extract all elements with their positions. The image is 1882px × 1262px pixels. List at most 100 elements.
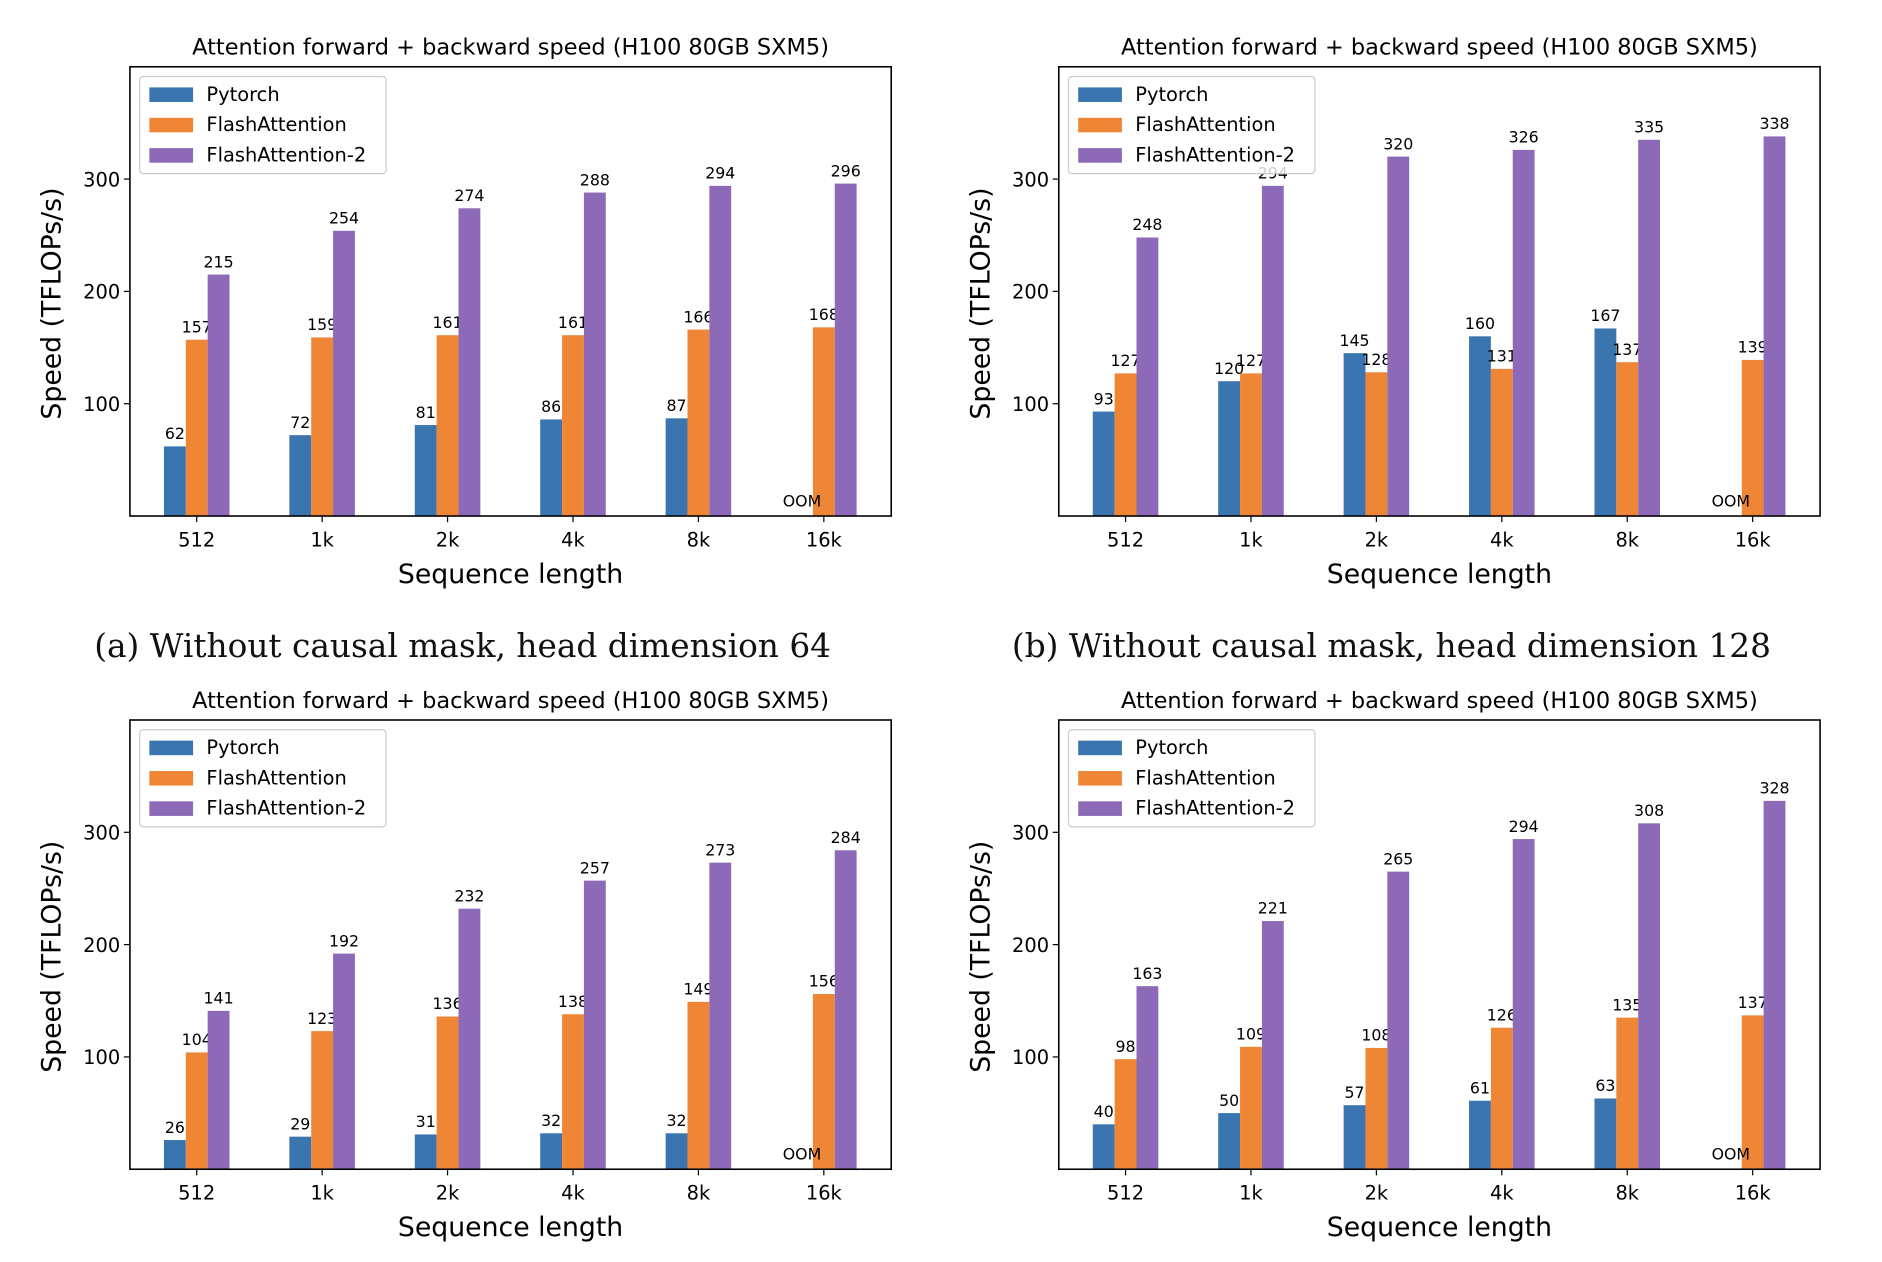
bar-pytorch-512 xyxy=(163,1140,186,1170)
data-label: 50 xyxy=(1219,1091,1239,1110)
data-label: 109 xyxy=(1236,1025,1266,1044)
bar-flashattention-8k xyxy=(687,1001,710,1170)
data-label: 137 xyxy=(1612,340,1642,359)
bar-flashattention-2k xyxy=(436,335,459,517)
bar-flashattention-4k xyxy=(562,335,584,517)
bar-pytorch-512 xyxy=(1092,1124,1115,1170)
chart-d: Attention forward + backward speed (H100… xyxy=(966,688,1821,1243)
data-label: 62 xyxy=(165,424,185,443)
bar-flashattention-2-2k xyxy=(458,908,481,1170)
data-label: 254 xyxy=(329,208,359,227)
x-tick-label: 1k xyxy=(310,1182,334,1205)
bar-flashattention-2-2k xyxy=(1387,871,1410,1170)
x-tick-label: 4k xyxy=(561,528,585,551)
bar-pytorch-4k xyxy=(540,419,563,517)
data-label: 120 xyxy=(1214,359,1244,378)
legend-label: Pytorch xyxy=(206,83,279,106)
bar-flashattention-1k xyxy=(311,1031,334,1170)
x-tick-label: 8k xyxy=(687,528,711,551)
y-tick-label: 200 xyxy=(1012,934,1049,957)
data-label: 338 xyxy=(1759,114,1789,133)
bar-pytorch-8k xyxy=(665,418,688,517)
legend-label: FlashAttention-2 xyxy=(1135,143,1295,166)
data-label: 156 xyxy=(809,972,839,991)
legend: Pytorch FlashAttention FlashAttention-2 xyxy=(1067,75,1316,175)
data-label: 104 xyxy=(182,1030,212,1049)
legend-swatch-flashattention-2 xyxy=(1078,801,1122,816)
data-label: 161 xyxy=(558,313,588,332)
bar-pytorch-1k xyxy=(1218,381,1241,517)
data-label: 149 xyxy=(683,980,713,999)
data-label: 98 xyxy=(1116,1037,1136,1056)
data-label: 284 xyxy=(831,828,861,847)
bar-flashattention-4k xyxy=(1490,368,1513,517)
x-tick-label: 2k xyxy=(1365,528,1389,551)
chart-title: Attention forward + backward speed (H100… xyxy=(192,35,829,61)
legend-box xyxy=(1067,75,1316,175)
chart-title: Attention forward + backward speed (H100… xyxy=(1121,35,1758,61)
bar-flashattention-2k xyxy=(1365,1047,1388,1170)
data-label: 126 xyxy=(1487,1005,1517,1024)
data-label: 131 xyxy=(1487,347,1517,366)
bar-flashattention-2-4k xyxy=(1512,149,1535,517)
legend-swatch-flashattention xyxy=(1078,770,1122,786)
oom-annotation: OOM xyxy=(783,1145,821,1164)
bar-flashattention-2k xyxy=(1365,372,1388,517)
bar-flashattention-2-512 xyxy=(1136,986,1159,1170)
data-label: 139 xyxy=(1738,338,1768,357)
chart-b: Attention forward + backward speed (H100… xyxy=(966,35,1821,590)
legend-swatch-flashattention xyxy=(149,117,194,133)
data-label: 127 xyxy=(1111,351,1141,370)
bar-flashattention-2-8k xyxy=(709,185,732,517)
y-tick-label: 300 xyxy=(83,822,120,845)
data-label: 274 xyxy=(454,186,484,205)
x-tick-label: 512 xyxy=(1107,1182,1144,1205)
bar-pytorch-2k xyxy=(1343,1105,1366,1170)
data-label: 296 xyxy=(831,161,861,180)
data-label: 123 xyxy=(307,1009,337,1028)
bar-pytorch-1k xyxy=(1218,1113,1241,1170)
bar-flashattention-2-4k xyxy=(583,880,606,1170)
bar-flashattention-16k xyxy=(812,994,835,1170)
bar-flashattention-512 xyxy=(185,1052,208,1170)
bar-flashattention-8k xyxy=(687,329,710,517)
legend-swatch-flashattention-2 xyxy=(149,148,194,163)
bar-flashattention-2-1k xyxy=(1261,185,1284,517)
x-tick-label: 16k xyxy=(806,528,843,551)
legend: Pytorch FlashAttention FlashAttention-2 xyxy=(139,729,387,828)
legend-label: FlashAttention xyxy=(1135,113,1275,136)
legend: Pytorch FlashAttention FlashAttention-2 xyxy=(139,75,387,175)
data-label: 87 xyxy=(667,396,687,415)
x-tick-label: 512 xyxy=(178,1182,215,1205)
y-axis-label: Speed (TFLOPs/s) xyxy=(966,187,997,419)
legend-label: FlashAttention xyxy=(206,113,346,136)
data-label: 308 xyxy=(1634,801,1664,820)
legend-label: Pytorch xyxy=(206,736,279,759)
legend-box xyxy=(139,729,387,828)
y-tick-label: 300 xyxy=(83,168,120,191)
legend-label: FlashAttention xyxy=(1135,766,1275,789)
bar-flashattention-8k xyxy=(1616,1017,1639,1170)
bar-flashattention-4k xyxy=(1490,1027,1513,1170)
legend-swatch-flashattention xyxy=(149,770,194,786)
bar-flashattention-2-4k xyxy=(1512,839,1535,1170)
bar-pytorch-512 xyxy=(1092,411,1115,517)
bar-flashattention-2-512 xyxy=(207,1010,230,1170)
x-axis-label: Sequence length xyxy=(1327,559,1552,590)
data-label: 141 xyxy=(204,989,234,1008)
oom-annotation: OOM xyxy=(1712,1145,1750,1164)
x-axis-label: Sequence length xyxy=(398,559,623,590)
bar-flashattention-2-1k xyxy=(333,230,355,517)
data-label: 32 xyxy=(541,1111,561,1130)
data-label: 157 xyxy=(182,317,212,336)
bar-flashattention-2-2k xyxy=(1387,156,1410,517)
legend-swatch-pytorch xyxy=(149,87,194,102)
data-label: 136 xyxy=(433,994,463,1013)
bar-flashattention-512 xyxy=(1114,373,1137,517)
data-label: 32 xyxy=(667,1111,687,1130)
bar-pytorch-4k xyxy=(540,1133,563,1170)
bar-flashattention-1k xyxy=(1240,373,1262,517)
data-label: 138 xyxy=(558,992,588,1011)
data-label: 72 xyxy=(290,413,310,432)
